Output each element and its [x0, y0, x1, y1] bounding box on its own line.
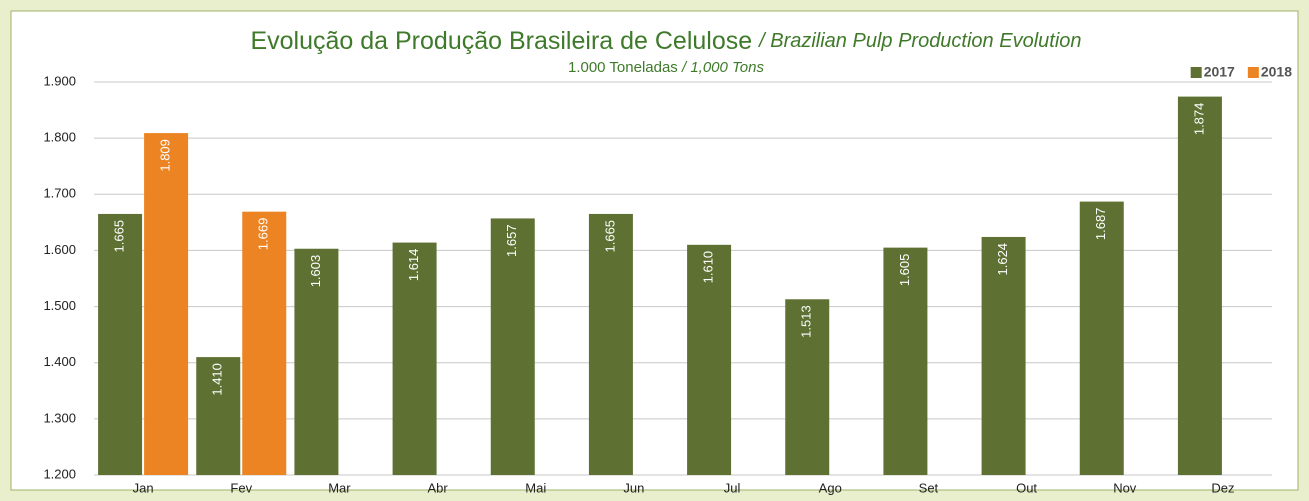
bar [588, 213, 633, 475]
x-tick-label: Jul [724, 480, 741, 495]
value-label: 1.874 [1191, 103, 1206, 136]
legend-label: 2017 [1204, 64, 1235, 80]
value-label: 1.665 [112, 220, 127, 253]
subtitle: 1.000 Toneladas [568, 59, 678, 76]
x-tick-label: Jan [133, 480, 154, 495]
y-tick-label: 1.600 [43, 242, 76, 257]
bar [98, 213, 143, 475]
y-tick-label: 1.400 [43, 354, 76, 369]
value-label: 1.605 [897, 254, 912, 287]
value-label: 1.513 [799, 305, 814, 338]
value-label: 1.624 [995, 243, 1010, 276]
y-tick-label: 1.500 [43, 298, 76, 313]
value-label: 1.614 [406, 249, 421, 282]
bar [687, 244, 732, 475]
title: Evolução da Produção Brasileira de Celul… [250, 27, 752, 55]
x-tick-label: Ago [819, 480, 842, 495]
bar [785, 299, 830, 475]
x-tick-label: Abr [427, 480, 448, 495]
legend-label: 2018 [1261, 64, 1292, 80]
chart-subtitle: 1.000 Toneladas / 1,000 Tons [568, 59, 765, 76]
value-label: 1.603 [308, 255, 323, 288]
legend-swatch [1247, 67, 1259, 78]
x-tick-label: Jun [623, 480, 644, 495]
value-label: 1.669 [256, 218, 271, 251]
chart-title: Evolução da Produção Brasileira de Celul… [250, 27, 1081, 55]
bar [196, 357, 241, 475]
x-tick-label: Mar [328, 480, 351, 495]
bar [242, 211, 287, 475]
x-tick-label: Fev [230, 480, 252, 495]
bar [883, 247, 928, 475]
value-label: 1.809 [158, 139, 173, 172]
bar [294, 248, 339, 475]
value-label: 1.610 [701, 251, 716, 284]
x-tick-label: Dez [1211, 480, 1234, 495]
bar [490, 218, 535, 476]
bar [144, 133, 189, 475]
y-tick-label: 1.900 [43, 73, 76, 88]
value-label: 1.657 [504, 224, 519, 257]
x-tick-label: Nov [1113, 480, 1137, 495]
x-tick-label: Mai [525, 480, 546, 495]
bar [1079, 201, 1124, 475]
bar [1177, 96, 1222, 476]
title-translation: / Brazilian Pulp Production Evolution [757, 30, 1081, 52]
x-tick-label: Set [919, 480, 939, 495]
y-tick-label: 1.700 [43, 186, 76, 201]
y-tick-label: 1.200 [43, 466, 76, 481]
value-label: 1.410 [210, 363, 225, 396]
value-label: 1.687 [1093, 208, 1108, 241]
subtitle-translation: / 1,000 Tons [681, 59, 765, 76]
legend-swatch [1190, 67, 1202, 78]
x-tick-label: Out [1016, 480, 1037, 495]
value-label: 1.665 [602, 220, 617, 253]
y-tick-label: 1.300 [43, 410, 76, 425]
bar [392, 242, 437, 475]
y-tick-label: 1.800 [43, 130, 76, 145]
bar [981, 236, 1026, 475]
